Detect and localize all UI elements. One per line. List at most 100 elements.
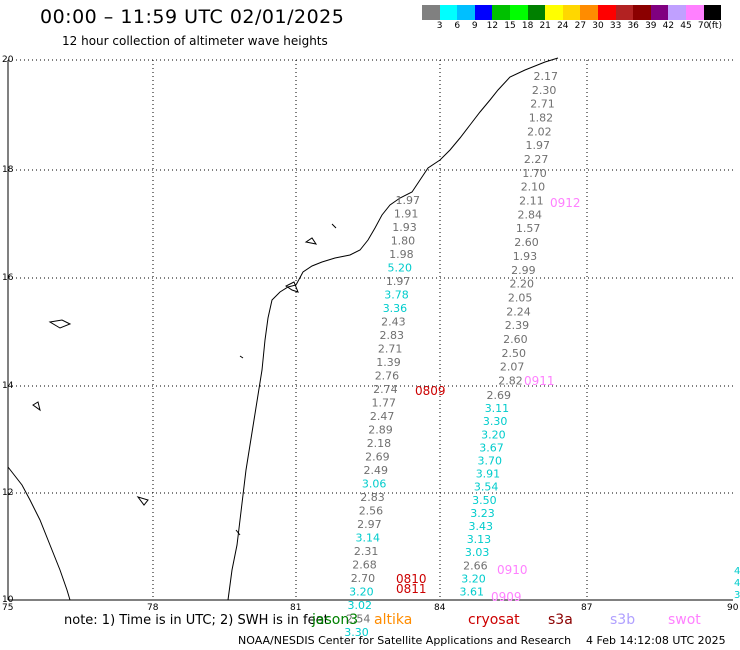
wave-height-value: 1.93 <box>513 250 538 263</box>
wave-height-value: 3.20 <box>481 428 506 441</box>
footer-note: note: 1) Time is in UTC; 2) SWH is in fe… <box>64 613 329 628</box>
colorbar-label: 3 <box>436 21 443 31</box>
satellite-legend-item: jason3 <box>312 612 359 628</box>
wave-height-value: 3.23 <box>470 507 495 520</box>
wave-height-value: 2.11 <box>519 195 544 208</box>
wave-height-value: 2.49 <box>364 464 389 477</box>
satellite-legend-item: s3a <box>548 612 573 628</box>
lat-label: 12 <box>2 488 14 498</box>
time-label: 0809 <box>415 384 446 398</box>
colorbar-swatch <box>615 5 634 20</box>
wave-height-value: 2.56 <box>359 505 384 518</box>
wave-height-value: 2.24 <box>506 305 531 318</box>
wave-height-value: 1.70 <box>522 167 547 180</box>
wave-height-value: 2.05 <box>508 291 533 304</box>
time-label: 0811 <box>396 582 427 596</box>
colorbar-swatch <box>439 5 458 20</box>
footer-credit: NOAA/NESDIS Center for Satellite Applica… <box>238 634 572 647</box>
wave-height-value: 2.18 <box>367 437 392 450</box>
wave-height-value: 3.02 <box>348 599 373 612</box>
wave-height-value: 3.54 <box>474 481 499 494</box>
map-title: 00:00 – 11:59 UTC 02/01/2025 <box>40 6 345 28</box>
lat-label: 10 <box>2 595 14 605</box>
colorbar-swatch <box>492 5 510 20</box>
colorbar-swatch <box>650 5 669 20</box>
wave-height-value: 1.97 <box>526 139 551 152</box>
wave-height-value: 3.11 <box>485 402 510 415</box>
satellite-legend-item: cryosat <box>468 612 520 628</box>
wave-height-value: 3.67 <box>479 441 504 454</box>
lat-label: 20 <box>2 55 14 65</box>
lon-label: 87 <box>581 603 593 613</box>
wave-height-value: 2.71 <box>530 98 555 111</box>
colorbar-swatch <box>545 5 563 20</box>
map-frame <box>7 60 733 601</box>
colorbar-swatch <box>633 5 651 20</box>
time-label: 0910 <box>497 563 528 577</box>
lat-label: 14 <box>2 381 14 391</box>
wave-height-value: 2.43 <box>381 316 406 329</box>
colorbar-label: 9 <box>471 21 478 31</box>
colorbar-swatch <box>509 5 528 20</box>
wave-height-value: 2.89 <box>368 424 393 437</box>
wave-height-value: 2.39 <box>505 319 530 332</box>
map-subtitle: 12 hour collection of altimeter wave hei… <box>62 34 328 48</box>
colorbar-label: 30 <box>592 21 604 31</box>
wave-height-value: 2.83 <box>360 491 385 504</box>
colorbar-label: 6 <box>454 21 461 31</box>
wave-height-value: 2.99 <box>511 264 536 277</box>
wave-height-value: 2.74 <box>373 383 398 396</box>
wave-height-value: 2.60 <box>503 333 528 346</box>
colorbar-labels: 3 6 9 12 15 18 21 24 27 30 33 36 39 42 45 70 (ft) <box>422 21 732 35</box>
track-left: 1.971.911.931.801.985.201.973.783.362.43… <box>344 194 445 639</box>
wave-height-value: 3.06 <box>362 478 387 491</box>
wave-height-value: 2.71 <box>378 343 403 356</box>
wave-height-value: 3.36 <box>383 302 408 315</box>
colorbar-label: 15 <box>504 21 516 31</box>
wave-height-value: 3.50 <box>472 494 497 507</box>
track-right-upper: 2.172.302.711.822.021.972.271.702.102.11… <box>498 70 580 388</box>
wave-height-value: 3.30 <box>483 415 508 428</box>
wave-height-value: 2.60 <box>514 236 539 249</box>
colorbar-label: 27 <box>574 21 587 31</box>
colorbar-swatch <box>527 5 546 20</box>
wave-height-value: 3.43 <box>469 520 494 533</box>
lat-label: 18 <box>2 165 14 175</box>
wave-height-value: 2.83 <box>380 329 405 342</box>
wave-height-value: 2.76 <box>375 370 400 383</box>
grid-lines <box>8 59 733 600</box>
colorbar-swatch <box>685 5 704 20</box>
colorbar-label: 18 <box>521 21 534 31</box>
footer-timestamp: 4 Feb 14:12:08 UTC 2025 <box>586 634 726 647</box>
colorbar-swatch <box>562 5 581 20</box>
wave-height-value: 3.03 <box>465 546 490 559</box>
lon-label: 75 <box>2 603 14 613</box>
colorbar-label: 39 <box>645 21 657 31</box>
lon-label: 81 <box>290 603 302 613</box>
lat-label: 16 <box>2 273 14 283</box>
colorbar <box>422 5 722 20</box>
wave-height-value: 3.13 <box>467 533 492 546</box>
wave-height-value: 2.07 <box>500 361 525 374</box>
wave-height-value: 3.61 <box>460 586 485 599</box>
colorbar-swatch <box>703 5 722 20</box>
colorbar-swatch <box>422 5 440 20</box>
lon-label: 90 <box>727 603 739 613</box>
wave-height-value: 2.97 <box>357 518 382 531</box>
wave-height-value: 2.20 <box>510 278 535 291</box>
time-label: 0911 <box>524 374 555 388</box>
wave-height-value: 2.31 <box>354 545 379 558</box>
colorbar-swatch <box>457 5 475 20</box>
wave-height-value: 2.17 <box>534 70 559 83</box>
wave-height-value: 2.27 <box>524 153 549 166</box>
colorbar-label: 42 <box>662 21 675 31</box>
time-label: 0912 <box>550 196 581 210</box>
colorbar-label: (ft) <box>708 21 722 31</box>
colorbar-label: 36 <box>627 21 639 31</box>
wave-height-value: 2.68 <box>352 559 377 572</box>
wave-height-value: 1.77 <box>372 397 397 410</box>
wave-height-value: 2.54 <box>346 613 371 626</box>
wave-height-value: 1.39 <box>376 356 401 369</box>
wave-height-value: 2.70 <box>351 572 376 585</box>
